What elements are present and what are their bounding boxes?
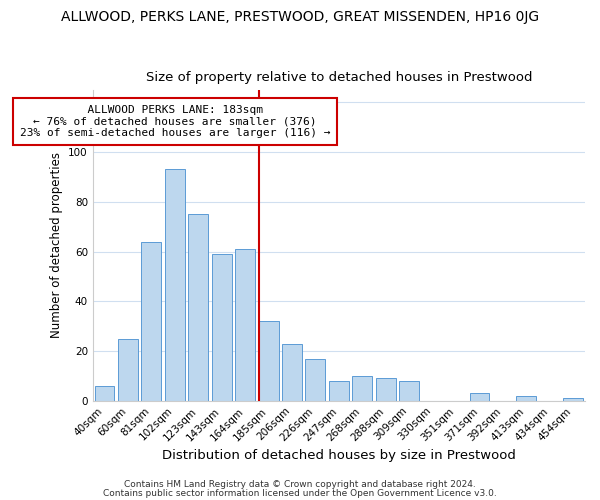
Bar	[470, 394, 490, 401]
Bar	[235, 249, 255, 401]
Text: ALLWOOD PERKS LANE: 183sqm  
← 76% of detached houses are smaller (376)
23% of s: ALLWOOD PERKS LANE: 183sqm ← 76% of deta…	[20, 105, 330, 138]
Bar	[329, 381, 349, 401]
Bar	[95, 386, 115, 401]
Text: ALLWOOD, PERKS LANE, PRESTWOOD, GREAT MISSENDEN, HP16 0JG: ALLWOOD, PERKS LANE, PRESTWOOD, GREAT MI…	[61, 10, 539, 24]
Bar	[188, 214, 208, 401]
Bar	[282, 344, 302, 401]
Title: Size of property relative to detached houses in Prestwood: Size of property relative to detached ho…	[146, 72, 532, 85]
Bar	[165, 170, 185, 401]
Text: Contains HM Land Registry data © Crown copyright and database right 2024.: Contains HM Land Registry data © Crown c…	[124, 480, 476, 489]
Bar	[212, 254, 232, 401]
X-axis label: Distribution of detached houses by size in Prestwood: Distribution of detached houses by size …	[162, 450, 516, 462]
Bar	[259, 321, 278, 401]
Bar	[563, 398, 583, 401]
Bar	[376, 378, 396, 401]
Bar	[399, 381, 419, 401]
Text: Contains public sector information licensed under the Open Government Licence v3: Contains public sector information licen…	[103, 488, 497, 498]
Bar	[118, 338, 138, 401]
Bar	[142, 242, 161, 401]
Bar	[352, 376, 372, 401]
Y-axis label: Number of detached properties: Number of detached properties	[50, 152, 62, 338]
Bar	[305, 358, 325, 401]
Bar	[517, 396, 536, 401]
